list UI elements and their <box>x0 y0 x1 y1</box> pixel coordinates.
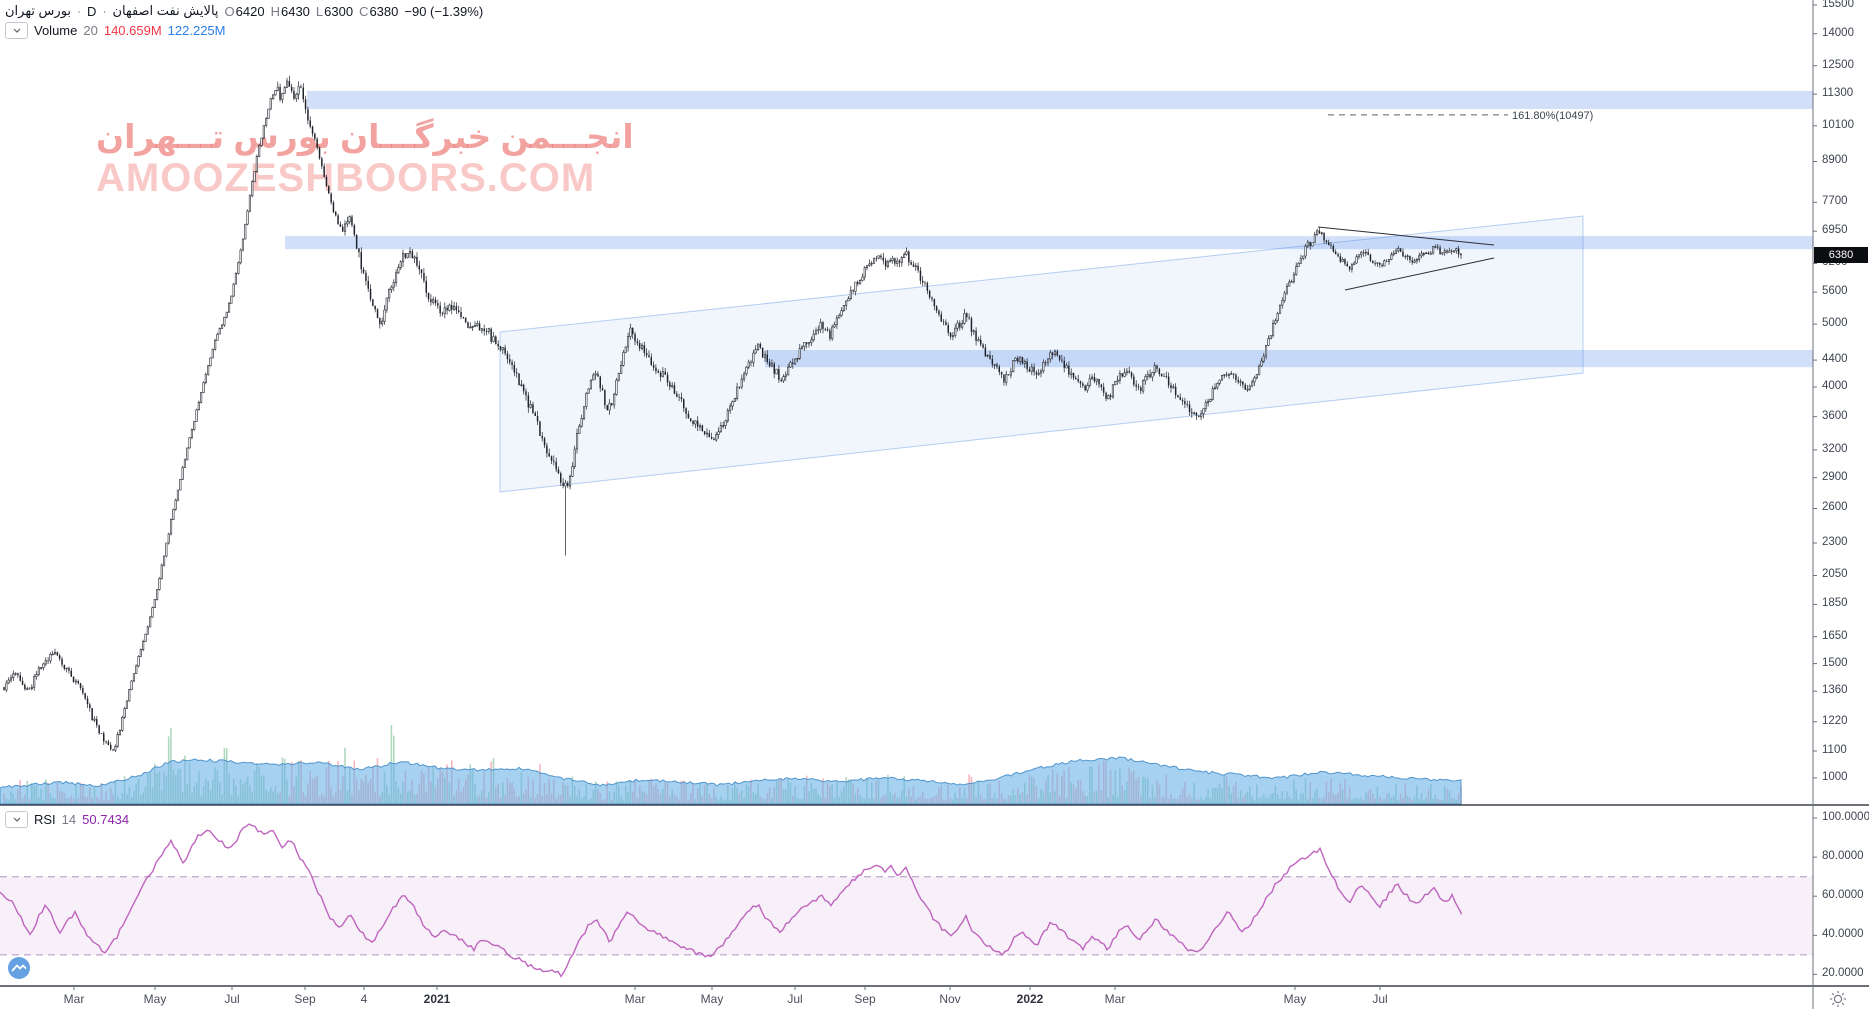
time-tick-label: Nov <box>939 992 961 1006</box>
price-tick-label: 4000 <box>1822 380 1848 392</box>
axis-settings-icon[interactable] <box>1829 990 1847 1009</box>
price-tick-label: 7700 <box>1822 195 1848 207</box>
price-tick-label: 2300 <box>1822 536 1848 548</box>
separator-dot: · <box>102 4 107 18</box>
low-label: L <box>315 3 324 19</box>
symbol-name[interactable]: پالایش نفت اصفهان <box>112 3 219 18</box>
price-tick-label: 10100 <box>1822 119 1854 131</box>
price-tick-label: 15500 <box>1822 0 1854 10</box>
time-tick-label: Jul <box>1372 992 1388 1006</box>
price-tick-label: 1360 <box>1822 684 1848 696</box>
time-tick-label: 2022 <box>1016 992 1044 1006</box>
price-tick-label: 11300 <box>1822 87 1854 99</box>
price-tick-label: 2600 <box>1822 501 1848 513</box>
volume-ma-value: 122.225M <box>167 23 226 38</box>
separator-dot: · <box>77 4 82 18</box>
volume-label[interactable]: Volume <box>34 23 78 38</box>
volume-collapse-button[interactable] <box>5 22 28 39</box>
fib-level-label[interactable]: 161.80%(10497) <box>1512 110 1594 122</box>
last-price-tag[interactable]: 6380 <box>1814 247 1868 263</box>
low-value: 6300 <box>324 3 354 19</box>
price-tick-label: 3600 <box>1822 410 1848 422</box>
price-zone-band[interactable] <box>285 236 1813 250</box>
rsi-tick-label: 60.0000 <box>1822 889 1864 901</box>
cloud-logo-icon <box>8 957 30 979</box>
rsi-tick-label: 80.0000 <box>1822 850 1864 862</box>
chevron-down-icon <box>13 28 20 33</box>
price-tick-label: 2900 <box>1822 471 1848 483</box>
time-tick-label: May <box>143 992 167 1006</box>
rsi-pane <box>0 823 1813 978</box>
time-tick-label: Mar <box>624 992 646 1006</box>
rsi-band-fill <box>0 876 1813 955</box>
time-tick-label: May <box>1283 992 1307 1006</box>
price-tick-label: 3200 <box>1822 443 1848 455</box>
time-tick-label: Mar <box>63 992 85 1006</box>
volume-length: 20 <box>83 23 98 38</box>
close-value: 6380 <box>369 3 399 19</box>
price-tick-label: 5000 <box>1822 317 1848 329</box>
price-tick-label: 2050 <box>1822 568 1848 580</box>
trend-channel[interactable] <box>499 215 1584 493</box>
rsi-label[interactable]: RSI <box>34 812 56 827</box>
rsi-tick-label: 100.0000 <box>1822 811 1869 823</box>
open-label: O <box>224 3 235 19</box>
price-tick-label: 8900 <box>1822 154 1848 166</box>
price-tick-label: 14000 <box>1822 27 1854 39</box>
time-tick-label: Jul <box>224 992 240 1006</box>
volume-ma-area <box>0 756 1462 805</box>
rsi-value: 50.7434 <box>82 812 130 827</box>
change-value: −90 (−1.39%) <box>404 3 484 19</box>
interval-label[interactable]: D <box>87 3 97 19</box>
price-tick-label: 4400 <box>1822 353 1848 365</box>
time-tick-label: Sep <box>294 992 316 1006</box>
price-tick-label: 12500 <box>1822 59 1854 71</box>
exchange-name[interactable]: بورس تهران <box>5 3 72 18</box>
time-tick-label: May <box>700 992 724 1006</box>
close-label: C <box>359 3 369 19</box>
broker-logo-icon[interactable] <box>7 956 31 985</box>
price-tick-label: 1850 <box>1822 597 1848 609</box>
price-tick-label: 1500 <box>1822 657 1848 669</box>
price-tick-label: 1220 <box>1822 715 1848 727</box>
rsi-length: 14 <box>61 812 77 827</box>
price-tick-label: 6950 <box>1822 224 1848 236</box>
high-label: H <box>270 3 280 19</box>
time-tick-label: 2021 <box>423 992 451 1006</box>
price-zone-band[interactable] <box>307 90 1813 109</box>
volume-legend[interactable]: Volume 20 140.659M 122.225M <box>5 22 226 39</box>
time-tick-label: Mar <box>1104 992 1126 1006</box>
rsi-tick-label: 20.0000 <box>1822 967 1864 979</box>
trendline[interactable] <box>1344 257 1495 291</box>
rsi-tick-label: 40.0000 <box>1822 928 1864 940</box>
chevron-down-icon <box>13 817 20 822</box>
time-tick-label: Sep <box>854 992 876 1006</box>
price-pane <box>0 75 1813 805</box>
rsi-line <box>0 823 1462 978</box>
time-tick-label: 4 <box>360 992 368 1006</box>
trendline[interactable] <box>1317 226 1495 246</box>
high-value: 6430 <box>280 3 310 19</box>
volume-value: 140.659M <box>103 23 162 38</box>
rsi-legend[interactable]: RSI 14 50.7434 <box>5 811 129 828</box>
symbol-legend[interactable]: بورس تهران · D · پالایش نفت اصفهان O 6420… <box>5 3 483 19</box>
open-value: 6420 <box>235 3 265 19</box>
watermark-line2: AMOOZESHBOORS.COM <box>96 155 596 200</box>
price-tick-label: 5600 <box>1822 285 1848 297</box>
price-tick-label: 1100 <box>1822 744 1847 756</box>
candles-up <box>5 80 1458 751</box>
price-tick-label: 1000 <box>1822 771 1848 783</box>
rsi-collapse-button[interactable] <box>5 811 28 828</box>
price-tick-label: 1650 <box>1822 630 1848 642</box>
time-tick-label: Jul <box>787 992 803 1006</box>
sun-gear-icon <box>1830 991 1846 1007</box>
